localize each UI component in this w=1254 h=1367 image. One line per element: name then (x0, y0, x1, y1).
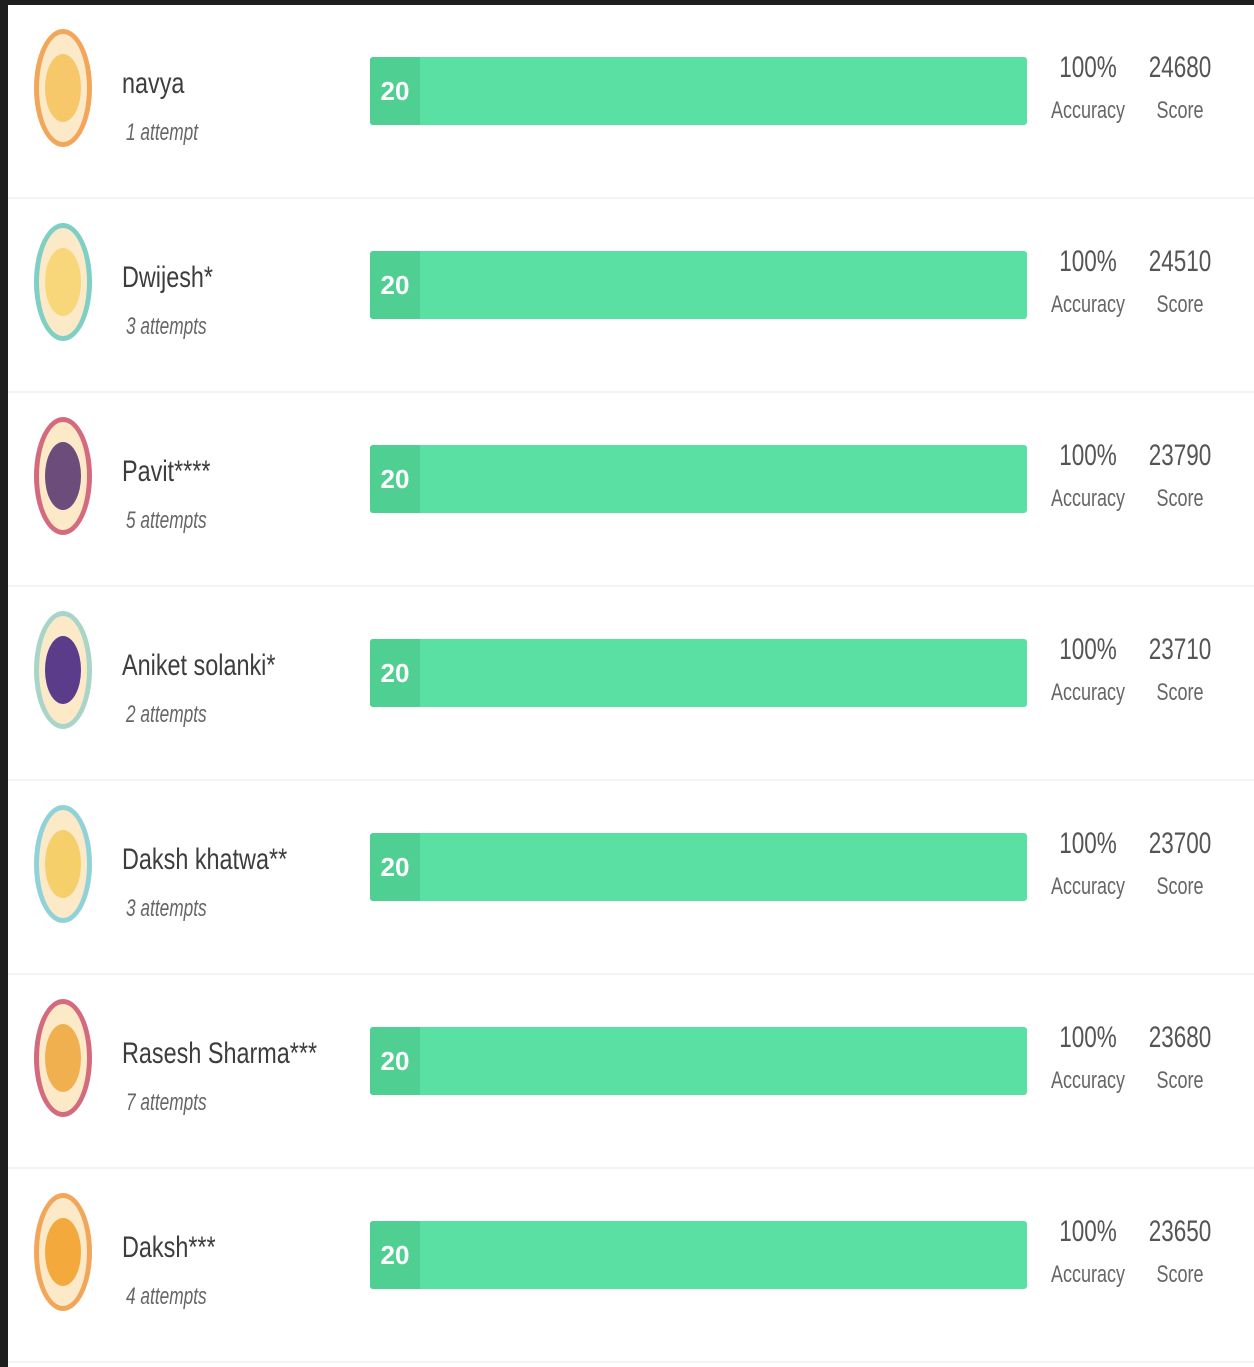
score-value: 24680 (1143, 51, 1218, 85)
leaderboard-row: navya 1 attempt 20 100% Accuracy 24680 Score (8, 5, 1254, 199)
score-stat: 24510 Score (1143, 245, 1218, 319)
correct-count: 20 (370, 1027, 420, 1095)
attempt-count: 7 attempts (126, 1089, 207, 1117)
avatar (34, 29, 92, 147)
score-value: 23710 (1143, 633, 1218, 667)
correct-count: 20 (370, 1221, 420, 1289)
correct-count: 20 (370, 833, 420, 901)
player-name: Pavit**** (122, 455, 210, 489)
attempt-count: 5 attempts (126, 507, 207, 535)
avatar (34, 999, 92, 1117)
avatar-image (45, 248, 81, 316)
score-stat: 23700 Score (1143, 827, 1218, 901)
accuracy-label: Accuracy (1051, 1067, 1126, 1095)
correct-count: 20 (370, 57, 420, 125)
progress-bar: 20 (370, 1027, 1027, 1095)
attempt-count: 3 attempts (126, 895, 207, 923)
leaderboard-row: Dwijesh* 3 attempts 20 100% Accuracy 24510 Sco… (8, 199, 1254, 393)
attempt-count: 2 attempts (126, 701, 207, 729)
progress-bar: 20 (370, 251, 1027, 319)
attempt-count: 1 attempt (126, 119, 198, 147)
score-stat: 23650 Score (1143, 1215, 1218, 1289)
progress-bar: 20 (370, 1221, 1027, 1289)
accuracy-label: Accuracy (1051, 679, 1126, 707)
accuracy-stat: 100% Accuracy (1051, 439, 1126, 513)
accuracy-value: 100% (1051, 51, 1126, 85)
progress-bar: 20 (370, 639, 1027, 707)
avatar-image (45, 442, 81, 510)
correct-count: 20 (370, 445, 420, 513)
score-stat: 23710 Score (1143, 633, 1218, 707)
avatar (34, 611, 92, 729)
accuracy-value: 100% (1051, 439, 1126, 473)
page: {"leaderboard": {"rows": [ {"name": "nav… (0, 0, 1254, 1367)
score-value: 24510 (1143, 245, 1218, 279)
accuracy-label: Accuracy (1051, 873, 1126, 901)
attempt-count: 3 attempts (126, 313, 207, 341)
player-name: Daksh khatwa** (122, 843, 287, 877)
score-stat: 23680 Score (1143, 1021, 1218, 1095)
accuracy-label: Accuracy (1051, 97, 1126, 125)
score-value: 23650 (1143, 1215, 1218, 1249)
accuracy-value: 100% (1051, 827, 1126, 861)
score-value: 23700 (1143, 827, 1218, 861)
leaderboard-row: Rasesh Sharma*** 7 attempts 20 100% Accuracy… (8, 975, 1254, 1169)
player-name: Rasesh Sharma*** (122, 1037, 317, 1071)
leaderboard-row: Aniket solanki* 2 attempts 20 100% Accuracy 2… (8, 587, 1254, 781)
score-value: 23680 (1143, 1021, 1218, 1055)
player-name: Aniket solanki* (122, 649, 275, 683)
avatar (34, 417, 92, 535)
accuracy-label: Accuracy (1051, 1261, 1126, 1289)
score-stat: 24680 Score (1143, 51, 1218, 125)
accuracy-stat: 100% Accuracy (1051, 1021, 1126, 1095)
accuracy-stat: 100% Accuracy (1051, 51, 1126, 125)
avatar-image (45, 636, 81, 704)
leaderboard-row: Daksh*** 4 attempts 20 100% Accuracy 23650 Sco… (8, 1169, 1254, 1363)
accuracy-label: Accuracy (1051, 485, 1126, 513)
leaderboard-row: Daksh khatwa** 3 attempts 20 100% Accuracy 23… (8, 781, 1254, 975)
avatar-image (45, 830, 81, 898)
score-label: Score (1143, 1261, 1218, 1289)
accuracy-value: 100% (1051, 1021, 1126, 1055)
score-label: Score (1143, 291, 1218, 319)
score-value: 23790 (1143, 439, 1218, 473)
player-name: Daksh*** (122, 1231, 216, 1265)
avatar-image (45, 1218, 81, 1286)
avatar (34, 1193, 92, 1311)
avatar-image (45, 1024, 81, 1092)
avatar (34, 223, 92, 341)
score-stat: 23790 Score (1143, 439, 1218, 513)
leaderboard-row: Pavit**** 5 attempts 20 100% Accuracy 23790 Sc… (8, 393, 1254, 587)
accuracy-value: 100% (1051, 1215, 1126, 1249)
score-label: Score (1143, 679, 1218, 707)
progress-bar: 20 (370, 445, 1027, 513)
score-label: Score (1143, 1067, 1218, 1095)
player-name: Dwijesh* (122, 261, 213, 295)
accuracy-stat: 100% Accuracy (1051, 1215, 1126, 1289)
accuracy-value: 100% (1051, 245, 1126, 279)
progress-bar: 20 (370, 57, 1027, 125)
accuracy-value: 100% (1051, 633, 1126, 667)
score-label: Score (1143, 97, 1218, 125)
accuracy-stat: 100% Accuracy (1051, 245, 1126, 319)
player-name: navya (122, 67, 184, 101)
accuracy-label: Accuracy (1051, 291, 1126, 319)
attempt-count: 4 attempts (126, 1283, 207, 1311)
progress-bar: 20 (370, 833, 1027, 901)
correct-count: 20 (370, 639, 420, 707)
score-label: Score (1143, 873, 1218, 901)
accuracy-stat: 100% Accuracy (1051, 827, 1126, 901)
score-label: Score (1143, 485, 1218, 513)
avatar-image (45, 54, 81, 122)
accuracy-stat: 100% Accuracy (1051, 633, 1126, 707)
avatar (34, 805, 92, 923)
correct-count: 20 (370, 251, 420, 319)
